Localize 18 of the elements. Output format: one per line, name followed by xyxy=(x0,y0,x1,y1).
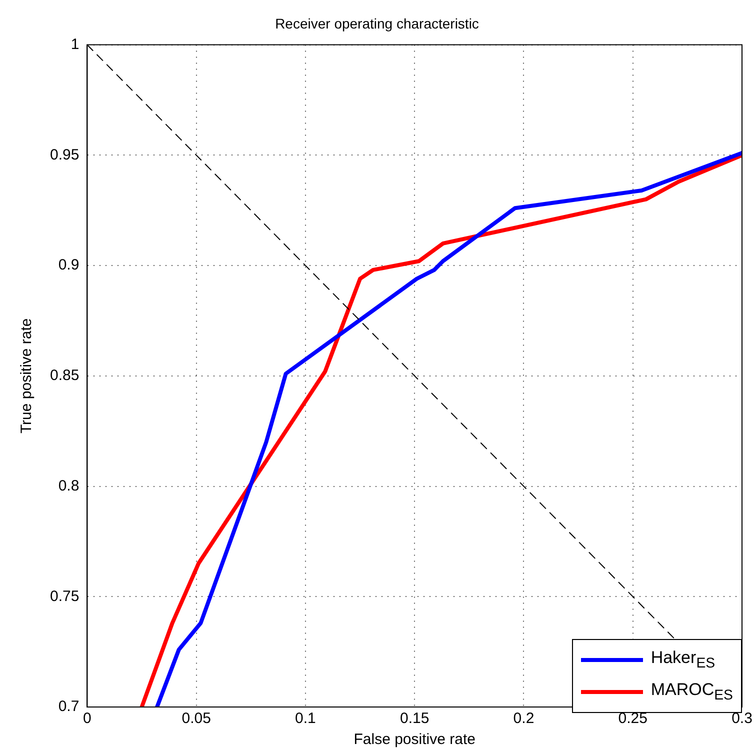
x-tick-label: 0.2 xyxy=(513,710,534,728)
x-tick-label: 0.15 xyxy=(400,710,430,728)
chart-title: Receiver operating characteristic xyxy=(275,15,479,32)
x-tick-label: 0.1 xyxy=(295,710,316,728)
legend-label: MAROC$_{ES}$ xyxy=(650,680,733,704)
y-tick-label: 0.8 xyxy=(58,477,80,494)
y-tick-label: 0.85 xyxy=(50,367,80,384)
legend-label: Haker$_{ES}$ xyxy=(650,648,716,672)
y-tick-label: 0.7 xyxy=(58,698,80,716)
y-tick-label: 0.75 xyxy=(50,588,80,605)
x-tick-label: 0.05 xyxy=(182,710,211,728)
x-tick-label: 0 xyxy=(83,710,92,728)
y-tick-label: 0.9 xyxy=(58,256,80,274)
y-tick-label: 0.95 xyxy=(50,146,80,164)
y-tick-label: 1 xyxy=(70,36,80,53)
y-axis-title: True positive rate xyxy=(18,318,36,434)
x-tick-label: 0.3 xyxy=(732,710,752,728)
x-axis-title: False positive rate xyxy=(354,731,476,748)
